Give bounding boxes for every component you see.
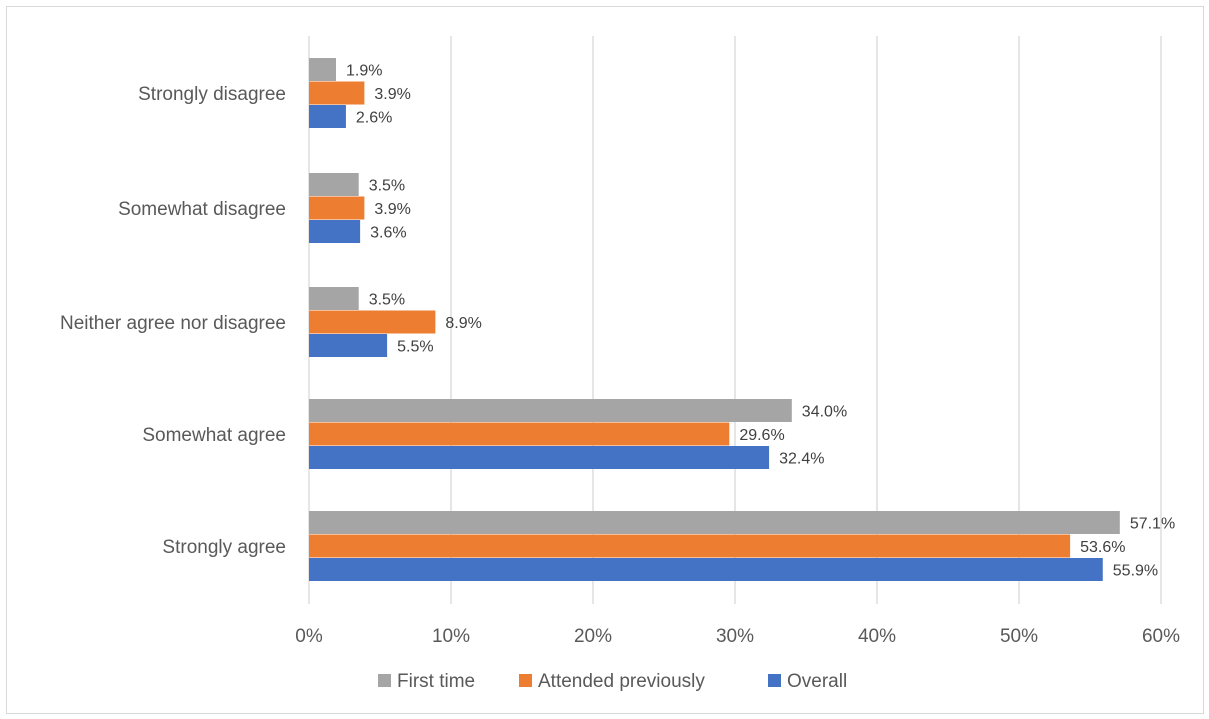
category-axis-labels: Strongly disagree Somewhat disagree Neithe… [60, 84, 286, 558]
tick-label-50pct: 50% [1000, 626, 1038, 647]
gridlines [308, 36, 1162, 604]
bar-overall-strongly-disagree [309, 105, 346, 128]
data-label-first-time-strongly-disagree: 1.9% [346, 63, 382, 80]
data-label-attended-previously-somewhat-disagree: 3.9% [374, 201, 410, 218]
bar-first-time-strongly-disagree [309, 58, 336, 81]
category-label-neither-agree-nor-disagree: Neither agree nor disagree [60, 313, 286, 334]
bar-overall-strongly-agree [309, 558, 1103, 581]
legend-swatch-first-time [378, 674, 391, 687]
tick-label-20pct: 20% [574, 626, 612, 647]
bar-attended-previously-somewhat-agree [309, 422, 730, 446]
bar-overall-somewhat-agree [309, 446, 770, 469]
data-label-attended-previously-somewhat-agree: 29.6% [739, 427, 784, 444]
chart-area [6, 6, 1204, 714]
bar-first-time-strongly-agree [309, 511, 1120, 534]
value-axis-tick-labels: 0% 10% 20% 30% 40% 50% 60% [295, 626, 1180, 647]
category-label-somewhat-agree: Somewhat agree [142, 425, 286, 446]
data-labels: 1.9% 3.9% 2.6% 3.5% 3.9% 3.6% 3.5% 8.9% 5.5% 34.0… [346, 63, 1175, 580]
bar-attended-previously-strongly-disagree [309, 81, 365, 105]
legend-label-first-time: First time [397, 671, 475, 692]
tick-label-0pct: 0% [295, 626, 323, 647]
legend-label-attended-previously: Attended previously [538, 671, 705, 692]
data-label-first-time-neither-agree-nor-disagree: 3.5% [369, 292, 405, 309]
bar-overall-somewhat-disagree [309, 220, 361, 243]
legend-label-overall: Overall [787, 671, 847, 692]
category-label-somewhat-disagree: Somewhat disagree [118, 199, 286, 220]
data-label-overall-somewhat-disagree: 3.6% [370, 225, 406, 242]
data-label-overall-somewhat-agree: 32.4% [779, 451, 824, 468]
data-label-overall-strongly-agree: 55.9% [1113, 563, 1158, 580]
category-label-strongly-disagree: Strongly disagree [138, 84, 286, 105]
bar-first-time-somewhat-agree [309, 399, 792, 422]
legend-swatch-overall [768, 674, 781, 687]
data-label-attended-previously-strongly-agree: 53.6% [1080, 539, 1125, 556]
legend: First time Attended previously Overall [378, 671, 847, 692]
bar-attended-previously-strongly-agree [309, 534, 1071, 558]
tick-label-10pct: 10% [432, 626, 470, 647]
tick-label-30pct: 30% [716, 626, 754, 647]
bar-attended-previously-somewhat-disagree [309, 196, 365, 220]
legend-swatch-attended-previously [519, 674, 532, 687]
data-label-first-time-strongly-agree: 57.1% [1130, 516, 1175, 533]
tick-label-40pct: 40% [858, 626, 896, 647]
bar-attended-previously-neither-agree-nor-disagree [309, 310, 436, 334]
bar-first-time-neither-agree-nor-disagree [309, 287, 359, 310]
tick-label-60pct: 60% [1142, 626, 1180, 647]
bar-first-time-somewhat-disagree [309, 173, 359, 196]
data-label-attended-previously-strongly-disagree: 3.9% [374, 86, 410, 103]
data-label-first-time-somewhat-disagree: 3.5% [369, 178, 405, 195]
data-label-overall-neither-agree-nor-disagree: 5.5% [397, 339, 433, 356]
bar-overall-neither-agree-nor-disagree [309, 334, 388, 357]
data-label-first-time-somewhat-agree: 34.0% [802, 404, 847, 421]
bars [309, 58, 1120, 581]
data-label-attended-previously-neither-agree-nor-disagree: 8.9% [445, 315, 481, 332]
category-label-strongly-agree: Strongly agree [162, 537, 286, 558]
data-label-overall-strongly-disagree: 2.6% [356, 110, 392, 127]
